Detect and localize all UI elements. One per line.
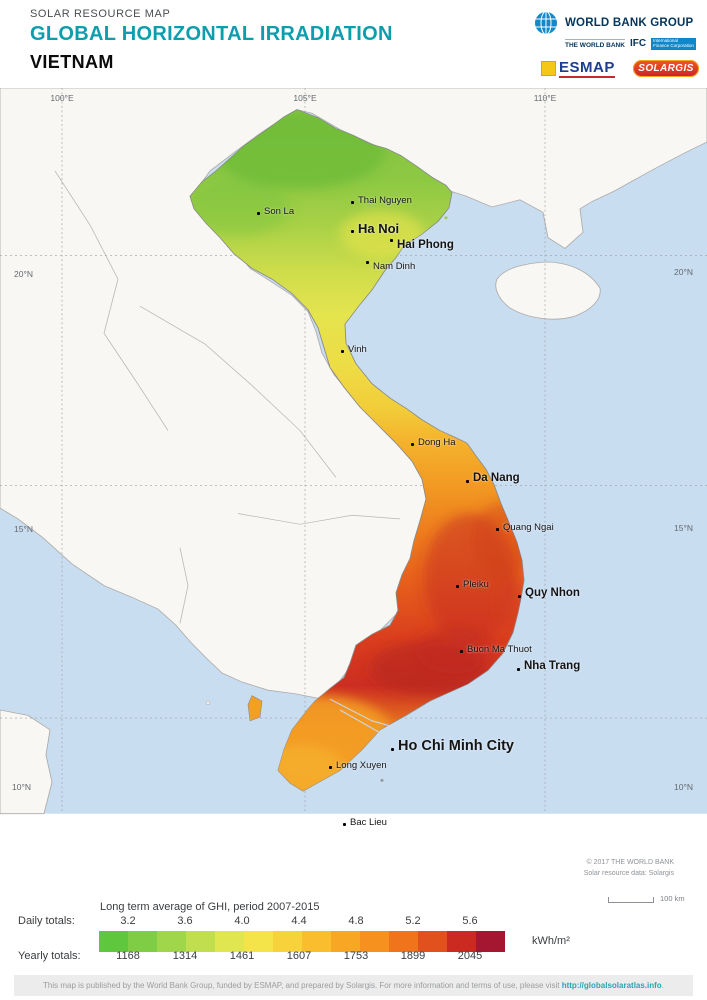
- daily-tick: 4.0: [234, 915, 250, 927]
- city-dot: [351, 230, 355, 234]
- ifc-label: IFC: [629, 38, 647, 50]
- city-dot: [411, 443, 415, 447]
- yearly-tick: 1461: [229, 950, 255, 962]
- country-borders: [54, 170, 401, 624]
- colorbar-cell: [389, 931, 418, 952]
- colorbar-cell: [273, 931, 302, 952]
- footer-link[interactable]: http://globalsolaratlas.info: [561, 981, 662, 990]
- city-dot: [341, 350, 345, 354]
- legend-unit: kWh/m²: [532, 935, 570, 947]
- con-dao-island: [380, 778, 384, 782]
- solargis-label: SOLARGIS: [638, 63, 694, 74]
- world-bank-group-name: WORLD BANK GROUP: [565, 17, 694, 29]
- city-dot: [496, 528, 500, 532]
- city-dot: [390, 239, 394, 243]
- lat-label-20n-left: 20°N: [14, 269, 33, 279]
- esmap-logo: ESMAP: [541, 60, 615, 78]
- colorbar-cell: [157, 931, 186, 952]
- lat-label-15n-right: 15°N: [674, 523, 693, 533]
- colorbar-cell: [360, 931, 389, 952]
- colorbar-cell: [302, 931, 331, 952]
- city-dot: [518, 595, 522, 599]
- daily-tick: 5.2: [405, 915, 421, 927]
- ifc-tagline: International Finance Corporation: [651, 38, 696, 50]
- colorbar-cell: [99, 931, 128, 952]
- daily-tick: 4.8: [348, 915, 364, 927]
- city-dot: [366, 261, 370, 265]
- lat-label-10n-left: 10°N: [12, 782, 31, 792]
- lon-label-100e: 100°E: [50, 93, 74, 103]
- city-dot: [460, 650, 464, 654]
- mekong-rivers: [329, 698, 405, 742]
- city-dot: [257, 212, 261, 216]
- scale-bar: [608, 897, 654, 903]
- yearly-tick: 1314: [172, 950, 198, 962]
- legend-colorbar: [99, 931, 505, 952]
- esmap-icon: [541, 61, 556, 77]
- colorbar-cell: [476, 931, 505, 952]
- page-title: GLOBAL HORIZONTAL IRRADIATION: [30, 23, 393, 45]
- scale-label: 100 km: [660, 894, 685, 903]
- world-bank-group-logo: WORLD BANK GROUP THE WORLD BANK IFC Inte…: [533, 10, 699, 50]
- country-title: VIETNAM: [30, 52, 114, 72]
- map-copyright: © 2017 THE WORLD BANK Solar resource dat…: [583, 859, 674, 877]
- daily-tick: 3.6: [177, 915, 193, 927]
- city-dot: [466, 480, 470, 484]
- map-kicker: SOLAR RESOURCE MAP: [30, 8, 171, 20]
- colorbar-cell: [186, 931, 215, 952]
- city-dot: [329, 766, 333, 770]
- colorbar-cell: [128, 931, 157, 952]
- gulf-island: [205, 700, 211, 705]
- lon-label-110e: 110°E: [533, 93, 557, 103]
- graticule: [0, 88, 707, 814]
- lon-label-105e: 105°E: [293, 93, 317, 103]
- city-dot: [391, 748, 395, 752]
- daily-tick: 5.6: [462, 915, 478, 927]
- the-world-bank-label: THE WORLD BANK: [565, 38, 625, 49]
- yearly-tick: 1607: [286, 950, 312, 962]
- vietnam-ghi-map[interactable]: 100°E 105°E 110°E 20°N 20°N 15°N 15°N 10…: [0, 88, 707, 893]
- globe-icon: [534, 11, 558, 35]
- city-dot: [456, 585, 460, 589]
- colorbar-cell: [331, 931, 360, 952]
- legend-title: Long term average of GHI, period 2007-20…: [100, 901, 320, 913]
- halong-island: [444, 216, 448, 220]
- footer-bar: This map is published by the World Bank …: [14, 975, 693, 996]
- colorbar-cell: [447, 931, 476, 952]
- solargis-logo: SOLARGIS: [633, 60, 699, 77]
- yearly-tick: 1899: [400, 950, 426, 962]
- city-dot: [343, 823, 347, 827]
- colorbar-cell: [244, 931, 273, 952]
- lat-label-10n-right: 10°N: [674, 782, 693, 792]
- yearly-tick: 1753: [343, 950, 369, 962]
- peninsula-land: [0, 709, 53, 815]
- colorbar-cell: [215, 931, 244, 952]
- yearly-totals-label: Yearly totals:: [18, 950, 81, 962]
- daily-totals-label: Daily totals:: [18, 915, 75, 927]
- lat-label-15n-left: 15°N: [14, 524, 33, 534]
- hainan-island: [495, 261, 601, 320]
- ghi-texture: [190, 113, 524, 792]
- esmap-label: ESMAP: [559, 59, 615, 78]
- footer-period: .: [661, 981, 664, 990]
- yearly-tick: 2045: [457, 950, 483, 962]
- footer-text: This map is published by the World Bank …: [43, 981, 562, 990]
- lat-label-20n-right: 20°N: [674, 267, 693, 277]
- daily-tick: 3.2: [120, 915, 136, 927]
- daily-tick: 4.4: [291, 915, 307, 927]
- city-dot: [517, 668, 521, 672]
- phu-quoc-island: [247, 695, 263, 722]
- yearly-tick: 1168: [116, 950, 140, 962]
- city-dot: [351, 201, 355, 205]
- map-canvas: [0, 88, 707, 815]
- colorbar-cell: [418, 931, 447, 952]
